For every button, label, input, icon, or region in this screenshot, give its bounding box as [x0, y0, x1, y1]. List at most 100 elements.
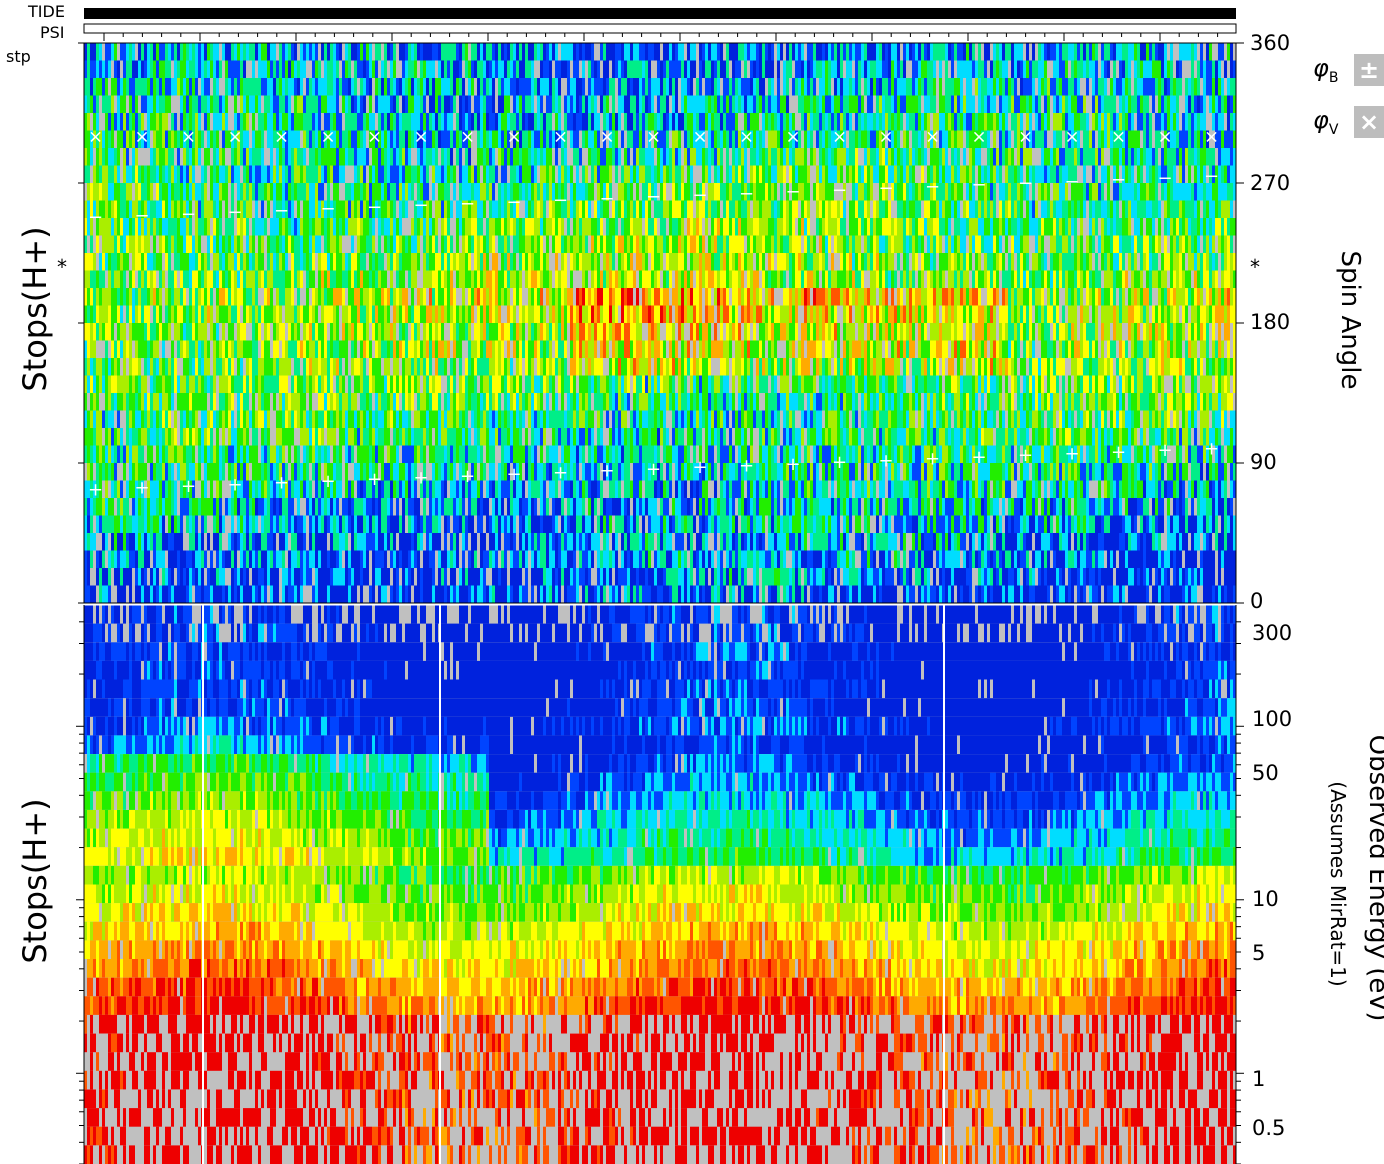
- phi-v-cross-marker: ×: [321, 126, 336, 147]
- phi-b-minus-marker: −: [1111, 170, 1126, 191]
- phi-v-cross-marker: ×: [693, 126, 708, 147]
- phi-v-cross-marker: ×: [739, 126, 754, 147]
- spin-angle-heatmap: [84, 43, 1236, 603]
- phi-markers-overlay: + − × + − × + − × + − × + − × + − × + − × + − × + − × + − × + − × + − × + − × +…: [88, 126, 1219, 500]
- phi-v-cross-marker: ×: [414, 126, 429, 147]
- tick-1: 1: [1252, 1069, 1265, 1090]
- tick-300: 300: [1252, 623, 1292, 644]
- phi-b-minus-marker: −: [1204, 166, 1219, 187]
- phi-b-legend: φB: [1313, 54, 1338, 86]
- phi-b-minus-marker: −: [414, 195, 429, 216]
- stp-label: stp: [6, 47, 31, 66]
- phi-b-minus-marker: −: [321, 199, 336, 220]
- phi-b-plus-marker: +: [1111, 442, 1126, 463]
- phi-b-plus-marker: +: [786, 454, 801, 475]
- tick-0-5: 0.5: [1252, 1118, 1285, 1139]
- tick-180: 180: [1250, 312, 1290, 333]
- phi-b-minus-marker: −: [1018, 173, 1033, 194]
- phi-b-minus-marker: −: [88, 207, 103, 228]
- phi-b-minus-marker: −: [181, 204, 196, 225]
- tick-90: 90: [1250, 452, 1277, 473]
- phi-b-minus-marker: −: [693, 185, 708, 206]
- phi-b-plus-marker: +: [321, 471, 336, 492]
- psi-label: PSI: [40, 23, 65, 42]
- phi-v-cross-marker: ×: [832, 126, 847, 147]
- phi-b-plus-marker: +: [1204, 438, 1219, 459]
- time-ticks: [103, 33, 1219, 41]
- energy-heatmap: [84, 602, 1236, 1164]
- phi-b-minus-marker: −: [925, 176, 940, 197]
- phi-b-minus-marker: −: [832, 180, 847, 201]
- panel2-right-sublabel: (Assumes MirRat=1): [1326, 764, 1350, 1004]
- phi-v-marker-icon: ×: [1354, 106, 1384, 138]
- phi-v-cross-marker: ×: [879, 126, 894, 147]
- phi-b-plus-marker: +: [879, 450, 894, 471]
- panel2-left-label: Stops(H+): [16, 791, 54, 971]
- phi-b-plus-marker: +: [600, 461, 615, 482]
- phi-b-minus-marker: −: [972, 175, 987, 196]
- phi-v-legend: φV: [1313, 106, 1338, 138]
- tick-10: 10: [1252, 889, 1279, 910]
- phi-b-plus-marker: +: [972, 447, 987, 468]
- phi-v-cross-marker: ×: [460, 126, 475, 147]
- phi-b-plus-marker: +: [414, 467, 429, 488]
- phi-v-cross-marker: ×: [786, 126, 801, 147]
- phi-b-minus-marker: −: [786, 182, 801, 203]
- phi-v-cross-marker: ×: [925, 126, 940, 147]
- tick-270: 270: [1250, 173, 1290, 194]
- phi-b-minus-marker: −: [228, 202, 243, 223]
- panel1-left-label: Stops(H+): [16, 219, 54, 399]
- phi-b-minus-marker: −: [460, 194, 475, 215]
- tick-5: 5: [1252, 943, 1265, 964]
- phi-b-plus-marker: +: [1018, 445, 1033, 466]
- panel1-left-marker: *: [57, 255, 67, 279]
- phi-b-plus-marker: +: [181, 476, 196, 497]
- phi-b-plus-marker: +: [135, 478, 150, 499]
- phi-v-cross-marker: ×: [1111, 126, 1126, 147]
- phi-b-minus-marker: −: [739, 183, 754, 204]
- phi-b-plus-marker: +: [693, 457, 708, 478]
- phi-v-cross-marker: ×: [507, 126, 522, 147]
- phi-b-symbol: φ: [1313, 54, 1329, 82]
- phi-b-plus-marker: +: [832, 452, 847, 473]
- phi-v-cross-marker: ×: [1065, 126, 1080, 147]
- phi-b-plus-marker: +: [1158, 440, 1173, 461]
- tick-0: 0: [1250, 591, 1263, 612]
- panel2-right-label: Observed Energy (eV): [1363, 728, 1384, 1028]
- phi-b-minus-marker: −: [646, 187, 661, 208]
- panel1-right-label: Spin Angle: [1335, 250, 1365, 390]
- phi-v-cross-marker: ×: [181, 126, 196, 147]
- axes: [76, 42, 1244, 1164]
- phi-b-minus-marker: −: [274, 200, 289, 221]
- phi-b-marker-icon: ±: [1354, 54, 1384, 86]
- phi-b-plus-marker: +: [925, 449, 940, 470]
- phi-b-minus-marker: −: [1158, 168, 1173, 189]
- tick-50: 50: [1252, 763, 1279, 784]
- phi-v-cross-marker: ×: [135, 126, 150, 147]
- tide-label: TIDE: [28, 2, 65, 21]
- panel1-right-marker: *: [1250, 255, 1260, 279]
- tick-360: 360: [1250, 33, 1290, 54]
- phi-b-plus-marker: +: [88, 479, 103, 500]
- phi-v-cross-marker: ×: [274, 126, 289, 147]
- phi-b-sub: B: [1329, 70, 1339, 86]
- phi-b-minus-marker: −: [1065, 171, 1080, 192]
- phi-b-minus-marker: −: [507, 192, 522, 213]
- phi-b-minus-marker: −: [553, 190, 568, 211]
- phi-v-cross-marker: ×: [1158, 126, 1173, 147]
- phi-v-cross-marker: ×: [1204, 126, 1219, 147]
- phi-v-cross-marker: ×: [88, 126, 103, 147]
- phi-v-cross-marker: ×: [646, 126, 661, 147]
- phi-b-minus-marker: −: [879, 178, 894, 199]
- phi-b-plus-marker: +: [460, 466, 475, 487]
- phi-v-sub: V: [1329, 122, 1339, 138]
- phi-b-plus-marker: +: [274, 473, 289, 494]
- phi-b-plus-marker: +: [646, 459, 661, 480]
- phi-v-cross-marker: ×: [228, 126, 243, 147]
- phi-v-cross-marker: ×: [600, 126, 615, 147]
- phi-b-minus-marker: −: [367, 197, 382, 218]
- tick-100: 100: [1252, 709, 1292, 730]
- phi-v-cross-marker: ×: [972, 126, 987, 147]
- phi-v-symbol: φ: [1313, 106, 1329, 134]
